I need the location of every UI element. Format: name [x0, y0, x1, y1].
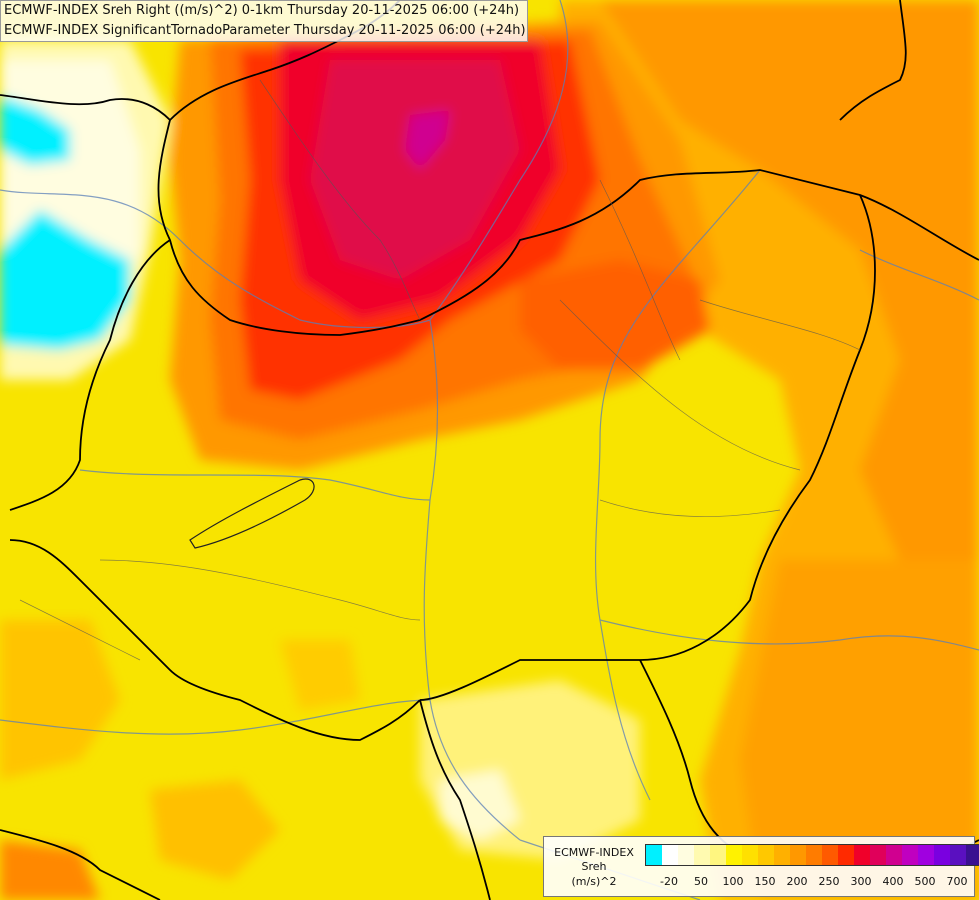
legend-tick-label: 150 [754, 875, 776, 888]
legend-tick-label: 100 [722, 875, 744, 888]
legend-swatch [774, 845, 790, 865]
contour-cyan-upper [0, 95, 70, 165]
legend-swatch [726, 845, 742, 865]
legend-tick-label: 250 [818, 875, 840, 888]
contour-sw-orange [0, 620, 120, 780]
legend-swatch [902, 845, 918, 865]
legend-color-bar [645, 844, 979, 866]
legend-swatch [934, 845, 950, 865]
legend-swatch [822, 845, 838, 865]
legend-tick-label: 50 [694, 875, 708, 888]
legend-swatch [646, 845, 662, 865]
legend-tick-label: 400 [882, 875, 904, 888]
contour-south-pale [420, 680, 640, 860]
legend-swatch [854, 845, 870, 865]
legend-tick-label: -20 [660, 875, 678, 888]
title-line-1: ECMWF-INDEX Sreh Right ((m/s)^2) 0-1km T… [4, 3, 520, 18]
legend-tick-label: 200 [786, 875, 808, 888]
lake-outline [189, 478, 315, 549]
legend-tick-label: 500 [914, 875, 936, 888]
legend-unit: (m/s)^2 [571, 875, 617, 888]
contour-east-blob [520, 260, 710, 370]
title-line-2: ECMWF-INDEX SignificantTornadoParameter … [4, 23, 526, 38]
legend-swatch [742, 845, 758, 865]
legend-swatch [806, 845, 822, 865]
contour-southeast [740, 560, 979, 900]
legend-swatch [886, 845, 902, 865]
legend-swatch [694, 845, 710, 865]
legend-swatch [710, 845, 726, 865]
legend-model-name: ECMWF-INDEX [554, 846, 634, 859]
legend-swatch [918, 845, 934, 865]
legend-swatch [790, 845, 806, 865]
legend-tick-label: 700 [946, 875, 968, 888]
legend-swatch [950, 845, 966, 865]
contour-core-magenta [405, 110, 450, 170]
legend-tick-label: 300 [850, 875, 872, 888]
title-box: ECMWF-INDEX Sreh Right ((m/s)^2) 0-1km T… [0, 0, 528, 42]
legend-swatch [662, 845, 678, 865]
contour-east-deep [600, 0, 979, 600]
contour-sw-patch [150, 780, 280, 880]
legend-swatch [678, 845, 694, 865]
contour-cyan-lower [0, 210, 130, 350]
legend-parameter: Sreh [581, 860, 607, 873]
legend-swatch [966, 845, 979, 865]
admin-borders [19, 79, 861, 661]
contour-core-rose [310, 60, 520, 280]
legend-swatch [758, 845, 774, 865]
legend-swatch [838, 845, 854, 865]
color-legend: ECMWF-INDEX Sreh (m/s)^2 -20 50 100 150 200 2… [543, 836, 979, 897]
legend-swatch [870, 845, 886, 865]
contour-west-mid [280, 640, 360, 710]
contour-sw-deep [0, 840, 100, 900]
